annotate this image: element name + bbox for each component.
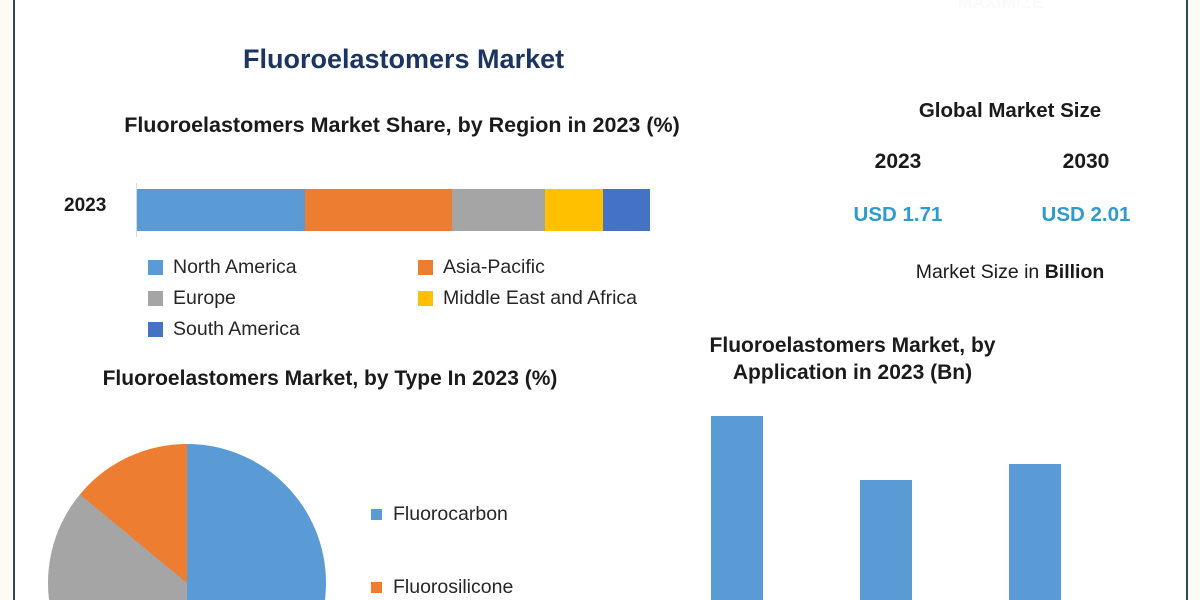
legend-label: Europe (173, 287, 236, 309)
page-frame-tint-left (0, 0, 13, 600)
type-pie-chart (48, 444, 326, 600)
legend-item: Middle East and Africa (418, 283, 688, 314)
application-bar (711, 416, 763, 600)
market-size-unit-emphasis: Billion (1044, 261, 1105, 283)
page-frame-line-right (1186, 0, 1188, 600)
type-chart-title: Fluoroelastomers Market, by Type In 2023… (102, 367, 558, 390)
market-size-unit-prefix: Market Size in (915, 261, 1045, 283)
region-chart-title: Fluoroelastomers Market Share, by Region… (124, 113, 680, 137)
legend-item: Fluorosilicone (371, 551, 513, 600)
legend-label: Middle East and Africa (443, 287, 638, 309)
application-bar (860, 480, 912, 600)
global-market-size-title: Global Market Size (918, 99, 1102, 122)
region-chart-category-label: 2023 (64, 195, 107, 216)
page-title: Fluoroelastomers Market (243, 44, 565, 74)
page-frame-tint-right (1188, 0, 1200, 600)
region-chart-legend: North America Asia-Pacific Europe Middle Ea… (148, 252, 688, 345)
legend-swatch-icon (148, 322, 163, 337)
legend-swatch-icon (148, 260, 163, 275)
legend-item: South America (148, 314, 418, 345)
legend-label: Fluorocarbon (393, 503, 508, 525)
watermark-logo: MAXIMIZE (958, 0, 1044, 12)
region-bar-segment (304, 189, 453, 231)
page-frame-line-left (13, 0, 15, 600)
global-market-size-year-2023: 2023 (874, 150, 922, 173)
global-market-size-year-2030: 2030 (1062, 150, 1110, 173)
legend-swatch-icon (148, 291, 163, 306)
global-market-size-unit: Market Size in Billion (845, 261, 1175, 284)
type-chart-legend: Fluorocarbon Fluorosilicone (371, 478, 513, 600)
global-market-size-value-2030: USD 2.01 (1041, 203, 1131, 226)
legend-item: Fluorocarbon (371, 478, 513, 551)
legend-label: North America (173, 256, 297, 278)
region-bar-segment (545, 189, 603, 231)
global-market-size-value-2023: USD 1.71 (853, 203, 943, 226)
region-bar-segment (602, 189, 650, 231)
legend-item: North America (148, 252, 418, 283)
legend-swatch-icon (418, 260, 433, 275)
region-chart-axis (136, 183, 137, 237)
legend-label: Asia-Pacific (443, 256, 545, 278)
legend-swatch-icon (418, 291, 433, 306)
legend-label: South America (173, 318, 300, 340)
legend-item: Asia-Pacific (418, 252, 688, 283)
legend-label: Fluorosilicone (393, 576, 514, 598)
legend-swatch-icon (371, 582, 382, 593)
region-stacked-bar (137, 189, 650, 231)
application-bar (1009, 464, 1061, 600)
region-bar-segment (137, 189, 305, 231)
region-bar-segment (452, 189, 546, 231)
legend-item: Europe (148, 283, 418, 314)
legend-swatch-icon (371, 509, 382, 520)
application-chart-title: Fluoroelastomers Market, by Application … (709, 334, 996, 384)
